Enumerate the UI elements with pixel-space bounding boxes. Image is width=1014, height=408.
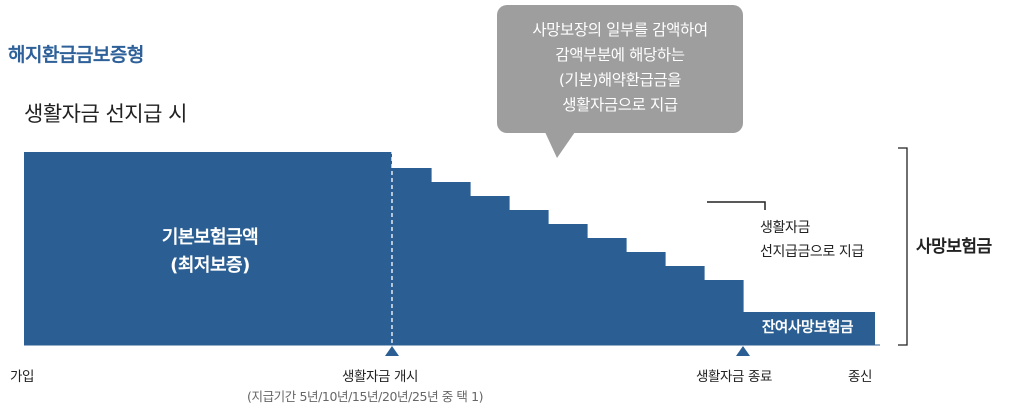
remaining-benefit-label: 잔여사망보험금	[761, 320, 854, 336]
death-benefit-label: 사망보험금	[916, 237, 992, 257]
payment-end-marker	[736, 346, 750, 356]
benefit-step	[626, 252, 666, 345]
benefit-step	[470, 196, 510, 345]
payment-start-marker	[385, 346, 399, 356]
benefit-step	[665, 266, 705, 345]
callout-box	[497, 5, 743, 133]
benefit-step	[587, 238, 627, 345]
benefit-step	[509, 210, 549, 345]
axis-label-death: 종신	[848, 369, 873, 385]
benefit-step	[431, 182, 471, 345]
advance-payment-label: 생활자금 선지급금으로 지급	[760, 220, 864, 260]
page-title: 해지환급금보증형	[8, 44, 144, 66]
benefit-step	[392, 168, 432, 345]
axis-label-join: 가입	[10, 369, 35, 385]
axis-label-payment-start: 생활자금 개시	[342, 369, 419, 385]
benefit-step	[548, 224, 588, 345]
step-group	[392, 168, 744, 345]
benefit-step	[704, 280, 744, 345]
payment-period-note: (지급기간 5년/10년/15년/20년/25년 중 택 1)	[247, 389, 484, 404]
death-benefit-bracket	[898, 147, 908, 346]
callout-text: 사망보장의 일부를 감액하여 감액부분에 해당하는 (기본)해약환급금을 생활자…	[532, 21, 708, 114]
callout-tail	[545, 132, 575, 158]
basic-amount-block	[24, 152, 392, 345]
basic-amount-label: 기본보험금액 (최저보증)	[161, 227, 259, 276]
remaining-block	[743, 312, 875, 345]
scenario-title: 생활자금 선지급 시	[24, 102, 187, 126]
advance-pointer-line	[707, 201, 766, 210]
axis-label-payment-end: 생활자금 종료	[696, 369, 773, 385]
